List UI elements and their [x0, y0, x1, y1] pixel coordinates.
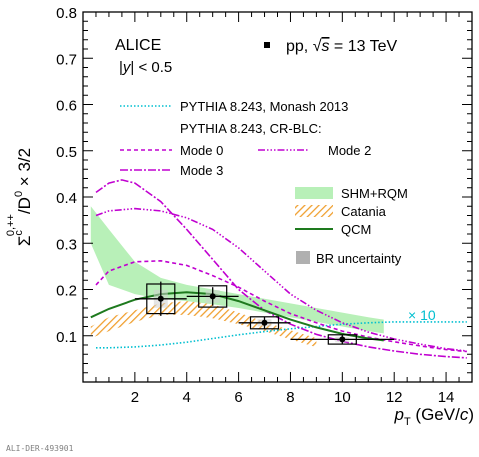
legend-monash: PYTHIA 8.243, Monash 2013 [180, 99, 348, 114]
legend-br-swatch [296, 251, 310, 264]
legend-shm-swatch [295, 187, 333, 199]
theory-bands [90, 206, 384, 348]
y-tick-label: 0.6 [56, 98, 77, 115]
theory-curves [90, 179, 467, 359]
svg-text:Σc0,++/D0 × 3/2: Σc0,++/D0 × 3/2 [5, 148, 34, 246]
data-point-2 [209, 293, 216, 300]
x-tick-label: 6 [234, 389, 242, 406]
experiment-label: ALICE [115, 37, 161, 54]
y-tick-label: 0.8 [56, 5, 77, 22]
y-tick-label: 0.4 [56, 190, 77, 207]
system-label: pp, √s = 13 TeV [286, 38, 398, 55]
y-tick-label: 0.2 [56, 283, 77, 300]
axis-ticks [82, 11, 473, 383]
legend-shm: SHM+RQM [341, 186, 408, 201]
pp-marker-icon [264, 42, 270, 48]
x-tick-label: 2 [131, 389, 139, 406]
scale-factor-label: × 10 [408, 307, 436, 323]
rapidity-label: |y| < 0.5 [119, 59, 172, 76]
y-tick-label: 0.5 [56, 144, 77, 161]
legend-catania-swatch [295, 205, 333, 217]
y-tick-label: 0.3 [56, 236, 77, 253]
x-tick-label: 4 [183, 389, 191, 406]
data-point-1 [157, 295, 164, 302]
legend-br: BR uncertainty [316, 251, 402, 266]
curve-qcm [90, 291, 384, 342]
band-shm [90, 206, 384, 334]
legend-crblc-header: PYTHIA 8.243, CR-BLC: [180, 121, 322, 136]
axis-tick-labels: 2 4 6 8 10 12 14 0.1 0.2 0.3 0.4 0.5 0.6 0.7 0.8 [56, 5, 454, 406]
y-tick-label: 0.1 [56, 329, 77, 346]
legend-mode3: Mode 3 [180, 163, 223, 178]
y-tick-label: 0.7 [56, 51, 77, 68]
x-tick-label: 14 [438, 389, 455, 406]
x-tick-label: 8 [286, 389, 294, 406]
y-axis-title: Σc0,++/D0 × 3/2 [5, 148, 34, 246]
curve-monash [96, 321, 467, 349]
data-points [134, 281, 395, 345]
curve-mode0 [95, 259, 467, 353]
x-tick-label: 10 [334, 389, 351, 406]
legend-mode0: Mode 0 [180, 143, 223, 158]
x-axis-title: pT (GeV/c) [394, 405, 475, 428]
legend-qcm: QCM [341, 222, 371, 237]
legend-catania: Catania [341, 204, 387, 219]
data-point-3 [261, 319, 268, 326]
x-tick-label: 12 [386, 389, 403, 406]
legend-mode2: Mode 2 [328, 143, 371, 158]
curve-mode2 [95, 207, 467, 352]
data-point-4 [339, 336, 346, 343]
figure-id: ALI-DER-493901 [6, 444, 74, 453]
